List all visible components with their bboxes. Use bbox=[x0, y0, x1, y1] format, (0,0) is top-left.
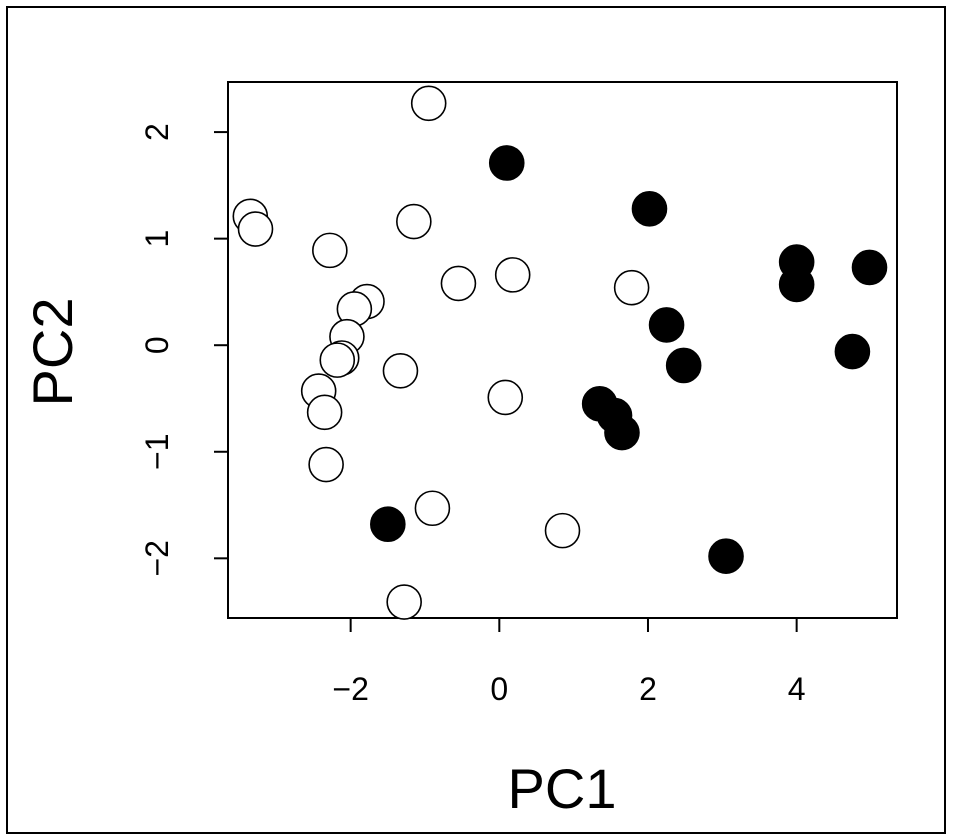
x-axis: −2 0 2 4 bbox=[332, 617, 806, 707]
filled-data-point bbox=[778, 266, 815, 303]
open-data-point bbox=[494, 257, 531, 293]
open-data-point bbox=[414, 490, 451, 527]
y-tick-label: 2 bbox=[139, 123, 175, 141]
y-tick-label: −2 bbox=[139, 540, 175, 576]
open-data-point bbox=[306, 394, 343, 431]
data-points bbox=[232, 85, 888, 620]
x-tick-label: −2 bbox=[332, 671, 368, 707]
open-data-point bbox=[319, 342, 356, 378]
x-tick-label: 2 bbox=[639, 671, 657, 707]
x-axis-title: PC1 bbox=[508, 757, 617, 820]
open-data-point bbox=[487, 379, 524, 416]
x-tick-label: 4 bbox=[788, 671, 806, 707]
filled-data-point bbox=[488, 145, 525, 181]
open-data-point bbox=[613, 269, 650, 306]
filled-data-point bbox=[648, 307, 685, 343]
open-data-point bbox=[237, 211, 274, 247]
filled-data-point bbox=[631, 191, 668, 227]
y-axis: −2 −1 0 1 2 bbox=[139, 123, 229, 577]
open-data-point bbox=[382, 352, 419, 389]
filled-data-point bbox=[834, 333, 871, 370]
open-data-point bbox=[386, 584, 422, 620]
open-data-point bbox=[410, 85, 447, 122]
filled-data-point bbox=[604, 414, 640, 451]
filled-data-point bbox=[370, 506, 406, 543]
open-data-point bbox=[440, 265, 477, 302]
open-data-point bbox=[544, 512, 581, 549]
y-tick-label: 0 bbox=[139, 336, 175, 354]
open-data-point bbox=[396, 203, 432, 240]
y-tick-label: −1 bbox=[139, 434, 175, 470]
filled-data-point bbox=[708, 538, 744, 574]
y-tick-label: 1 bbox=[139, 230, 175, 248]
open-data-point bbox=[312, 232, 348, 269]
open-data-point bbox=[308, 446, 344, 483]
filled-data-point bbox=[851, 249, 888, 286]
x-tick-label: 0 bbox=[490, 671, 508, 707]
y-axis-title: PC2 bbox=[21, 298, 84, 407]
filled-data-point bbox=[665, 347, 702, 384]
figure-frame bbox=[6, 6, 946, 834]
